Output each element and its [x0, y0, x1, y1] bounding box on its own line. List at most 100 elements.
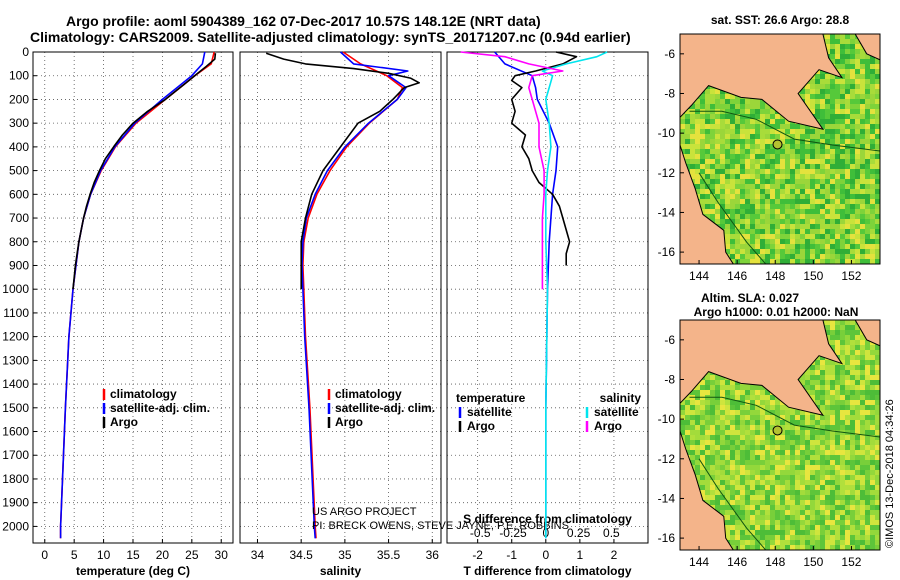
sla-map-field-cell	[735, 445, 740, 450]
sst-map-field-cell	[855, 184, 860, 189]
sla-map-field-cell	[860, 360, 865, 365]
sla-map-field-cell	[795, 520, 800, 525]
sst-map-field-cell	[845, 54, 850, 59]
sla-map-field-cell	[830, 380, 835, 385]
sst-map-field-cell	[745, 154, 750, 159]
sla-map-field-cell	[815, 530, 820, 535]
sla-map-field-cell	[835, 530, 840, 535]
sst-map-field-cell	[705, 94, 710, 99]
sst-map-field-cell	[845, 114, 850, 119]
sst-map-field-cell	[760, 174, 765, 179]
sst-map-field-cell	[875, 249, 880, 254]
sla-map-field-cell	[835, 430, 840, 435]
sla-map-field-cell	[790, 500, 795, 505]
sst-map-field-cell	[805, 259, 810, 264]
sla-map-field-cell	[765, 530, 770, 535]
sla-map-field-cell	[840, 350, 845, 355]
sla-map-field-cell	[850, 375, 855, 380]
sla-map-field-cell	[735, 385, 740, 390]
sst-map-field-cell	[760, 149, 765, 154]
sst-map-field-cell	[710, 89, 715, 94]
sst-map-field-cell	[845, 204, 850, 209]
sla-map-field-cell	[780, 515, 785, 520]
sst-map-field-cell	[875, 94, 880, 99]
sst-map-field-cell	[770, 149, 775, 154]
sla-map-land-islands	[854, 320, 880, 347]
sla-map-field-cell	[755, 450, 760, 455]
sla-map-field-cell	[720, 380, 725, 385]
sla-map-field-cell	[830, 465, 835, 470]
sla-map-field-cell	[790, 410, 795, 415]
sla-map-field-cell	[830, 530, 835, 535]
sst-map-field-cell	[860, 184, 865, 189]
sst-map-field-cell	[760, 219, 765, 224]
sla-map-field-cell	[730, 415, 735, 420]
sst-map-field-cell	[850, 234, 855, 239]
sst-map-field-cell	[760, 254, 765, 259]
sst-map-field-cell	[725, 154, 730, 159]
sla-map-field-cell	[825, 325, 830, 330]
sst-map-field-cell	[795, 239, 800, 244]
sla-map-field-cell	[790, 495, 795, 500]
sla-map-field-cell	[735, 395, 740, 400]
sst-map-field-cell	[850, 134, 855, 139]
sla-map-field-cell	[725, 390, 730, 395]
sla-map-field-cell	[765, 495, 770, 500]
sst-map-field-cell	[790, 159, 795, 164]
sst-map-field-cell	[845, 259, 850, 264]
sst-map-field-cell	[805, 154, 810, 159]
sst-map-field-cell	[800, 169, 805, 174]
sla-map-field-cell	[845, 390, 850, 395]
sst-map-field-cell	[820, 74, 825, 79]
sla-map-field-cell	[830, 520, 835, 525]
sst-map-field-cell	[755, 139, 760, 144]
sla-map-field-cell	[720, 375, 725, 380]
sst-map-field-cell	[810, 154, 815, 159]
sst-map-field-cell	[735, 234, 740, 239]
sst-map-field-cell	[680, 139, 685, 144]
sst-map-field-cell	[860, 214, 865, 219]
sla-map-field-cell	[855, 465, 860, 470]
sla-map-field-cell	[790, 545, 795, 550]
sst-map-field-cell	[720, 219, 725, 224]
sla-map-field-cell	[820, 520, 825, 525]
sla-map-field-cell	[690, 440, 695, 445]
sst-map-field-cell	[825, 169, 830, 174]
sst-map-field-cell	[700, 139, 705, 144]
sst-map-field-cell	[740, 169, 745, 174]
sst-map-field-cell	[815, 254, 820, 259]
sst-map-field-cell	[795, 134, 800, 139]
sla-map-field-cell	[770, 540, 775, 545]
s-difference-tick-label: -0.5	[470, 526, 491, 540]
sla-map-field-cell	[860, 465, 865, 470]
sst-map-field-cell	[760, 194, 765, 199]
sst-map-field-cell	[710, 134, 715, 139]
sst-map-field-cell	[810, 184, 815, 189]
sla-map-field-cell	[820, 390, 825, 395]
sla-map-field-cell	[785, 545, 790, 550]
s-difference-tick-label: 0.5	[603, 526, 620, 540]
sst-map-field-cell	[860, 114, 865, 119]
sst-map-field-cell	[795, 199, 800, 204]
sla-map-field-cell	[855, 360, 860, 365]
sst-map-field-cell	[690, 154, 695, 159]
sst-map-field-cell	[705, 164, 710, 169]
sst-map-field-cell	[825, 89, 830, 94]
sst-map-field-cell	[805, 134, 810, 139]
sla-map-field-cell	[755, 525, 760, 530]
sla-map-field-cell	[695, 410, 700, 415]
sst-map-field-cell	[860, 64, 865, 69]
sst-map-field-cell	[870, 254, 875, 259]
sst-map-field-cell	[715, 169, 720, 174]
sst-map-field-cell	[720, 204, 725, 209]
sst-map-field-cell	[840, 164, 845, 169]
sst-map-field-cell	[800, 209, 805, 214]
sst-map-field-cell	[760, 189, 765, 194]
sst-map-field-cell	[725, 124, 730, 129]
sla-map-field-cell	[855, 440, 860, 445]
sla-map-field-cell	[710, 480, 715, 485]
sla-map-field-cell	[860, 390, 865, 395]
depth-tick-label: 1900	[2, 496, 29, 510]
sst-map-field-cell	[875, 219, 880, 224]
sla-map-field-cell	[845, 500, 850, 505]
